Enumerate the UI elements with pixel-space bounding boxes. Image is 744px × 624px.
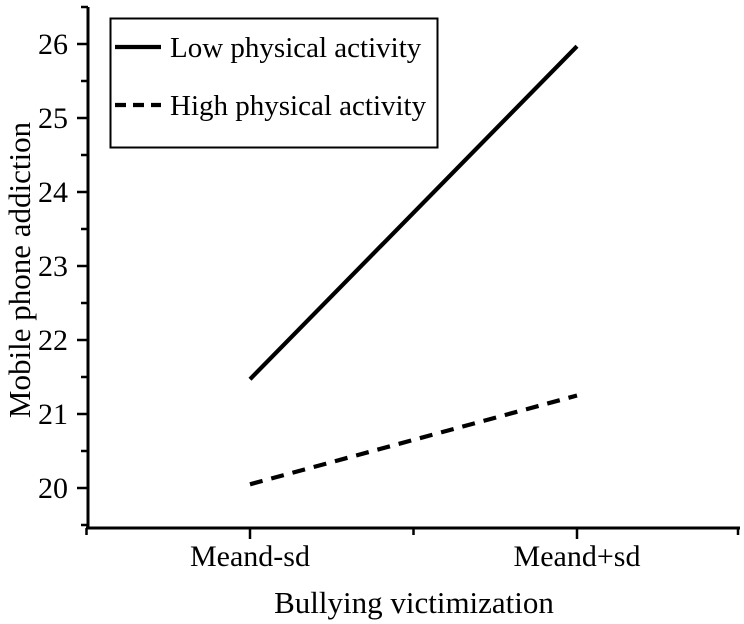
- legend-label: High physical activity: [170, 90, 427, 122]
- series-line-high: [249, 393, 578, 487]
- legend-box: [109, 17, 439, 149]
- y-tick-label: 23: [38, 250, 68, 283]
- y-tick-label: 22: [38, 324, 68, 357]
- tick-labels-group: 20 21 22 23 24 25 26 Meand-sd Meand+sd: [38, 28, 640, 573]
- y-tick-label: 26: [38, 28, 68, 61]
- legend-group: Low physical activity High physical activ…: [109, 17, 439, 149]
- y-tick-label: 25: [38, 102, 68, 135]
- axes-group: [77, 5, 740, 539]
- y-tick-label: 21: [38, 398, 68, 431]
- series-line-low: [248, 44, 579, 381]
- x-tick-label: Meand-sd: [190, 540, 310, 573]
- y-tick-label: 24: [38, 176, 68, 209]
- legend-label: Low physical activity: [170, 32, 422, 64]
- series-group: [248, 44, 579, 487]
- x-axis-title: Bullying victimization: [274, 585, 554, 620]
- x-tick-label: Meand+sd: [514, 540, 641, 573]
- y-axis-title: Mobile phone addiction: [2, 121, 37, 418]
- y-tick-label: 20: [38, 472, 68, 505]
